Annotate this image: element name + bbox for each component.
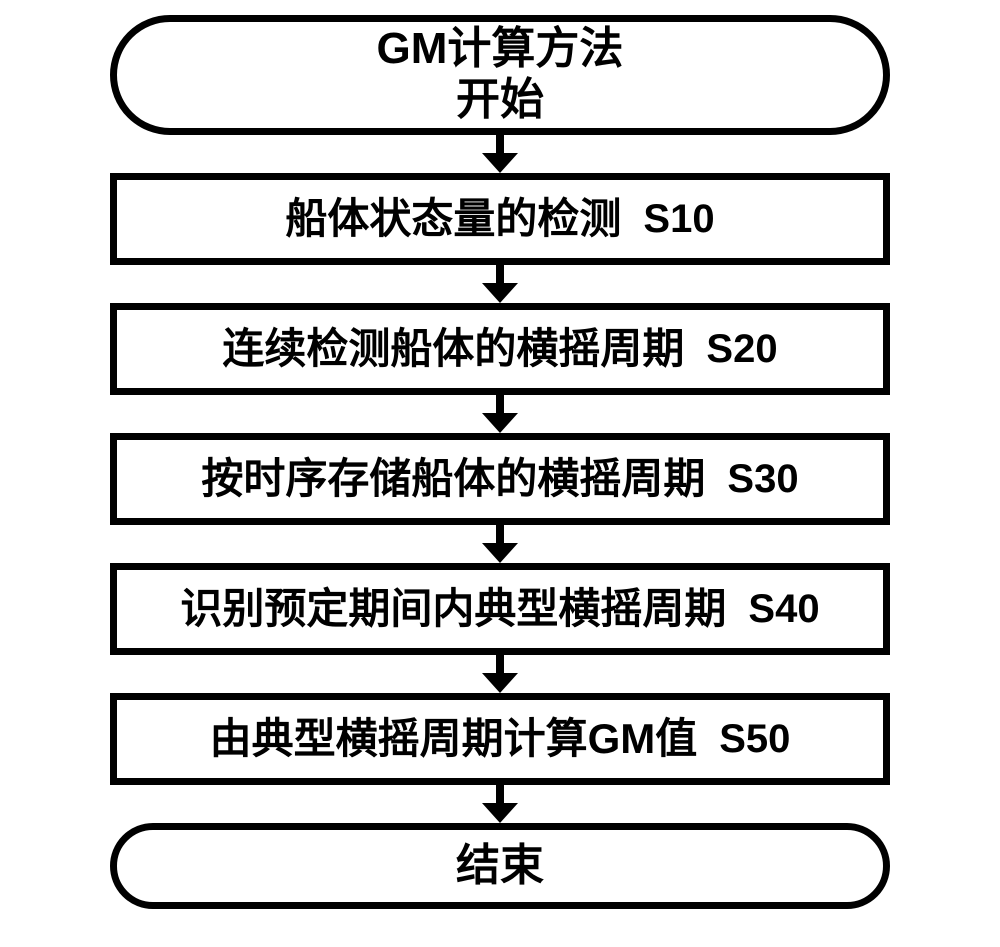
- process-step-id: S40: [748, 586, 819, 632]
- arrow-icon: [470, 655, 530, 693]
- process-desc: 识别预定期间内典型横摇周期: [180, 585, 726, 633]
- process-desc: 连续检测船体的横摇周期: [222, 325, 684, 373]
- process-step-id: S20: [706, 326, 777, 372]
- process-s10: 船体状态量的检测 S10: [110, 173, 890, 265]
- process-s30: 按时序存储船体的横摇周期 S30: [110, 433, 890, 525]
- process-step-id: S30: [727, 456, 798, 502]
- arrow-icon: [470, 265, 530, 303]
- process-s50: 由典型横摇周期计算GM值 S50: [110, 693, 890, 785]
- process-step-id: S10: [643, 196, 714, 242]
- start-line1: GM计算方法: [377, 24, 624, 75]
- start-line2: 开始: [456, 75, 544, 126]
- process-desc: 船体状态量的检测: [285, 195, 621, 243]
- arrow-icon: [470, 525, 530, 563]
- arrow-icon: [470, 135, 530, 173]
- flowchart: GM计算方法 开始 船体状态量的检测 S10 连续检测船体的横摇周期 S20 按…: [110, 15, 890, 909]
- end-label: 结束: [456, 841, 544, 892]
- arrow-icon: [470, 785, 530, 823]
- process-s40: 识别预定期间内典型横摇周期 S40: [110, 563, 890, 655]
- process-step-id: S50: [719, 716, 790, 762]
- process-desc: 由典型横摇周期计算GM值: [210, 715, 698, 763]
- process-s20: 连续检测船体的横摇周期 S20: [110, 303, 890, 395]
- start-terminator: GM计算方法 开始: [110, 15, 890, 135]
- arrow-icon: [470, 395, 530, 433]
- process-desc: 按时序存储船体的横摇周期: [201, 455, 705, 503]
- end-terminator: 结束: [110, 823, 890, 909]
